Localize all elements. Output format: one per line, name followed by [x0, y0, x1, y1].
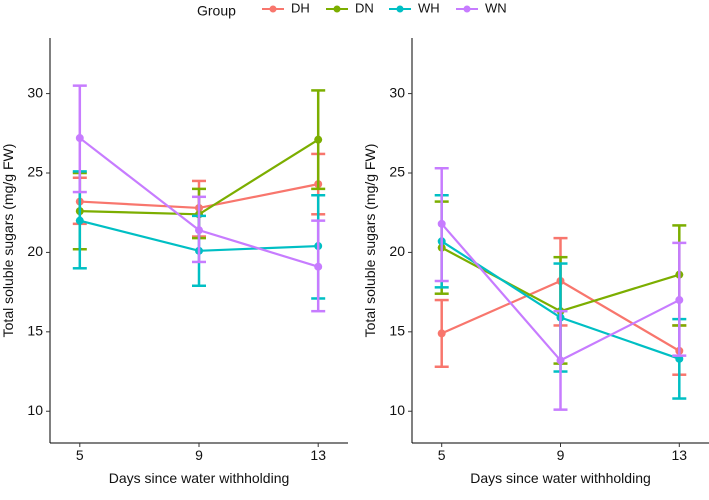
legend-label: DH	[291, 0, 310, 15]
chart-panels: 10 15 20 25 30 5 9 13 Days since water withholdi…	[0, 38, 709, 486]
x-tick-label: 13	[672, 447, 688, 463]
y-tick-label: 25	[389, 164, 405, 180]
y-tick-label: 15	[389, 323, 405, 339]
chart-panel-1: 10 15 20 25 30 5 9 13 Days since water withholdi…	[0, 38, 348, 486]
data-point-WH	[75, 216, 84, 225]
x-axis-label: Days since water withholding	[109, 470, 290, 486]
legend-label: DN	[355, 0, 374, 15]
legend-key-marker	[333, 5, 341, 13]
x-tick-label: 9	[557, 447, 565, 463]
y-tick-label: 15	[27, 323, 43, 339]
legend-key-marker	[269, 5, 277, 13]
legend: Group DH DN WH WN	[197, 0, 507, 18]
data-point-WN	[195, 226, 203, 235]
x-tick-label: 13	[310, 447, 326, 463]
data-point-WN	[314, 262, 323, 271]
y-tick-label: 10	[389, 402, 405, 418]
data-point-WN	[675, 296, 684, 305]
y-tick-label: 25	[27, 164, 43, 180]
chart-panel-2: 10 15 20 25 30 5 9 13 Days since water withholdi…	[362, 38, 709, 486]
x-axis-label: Days since water withholding	[470, 470, 651, 486]
legend-title: Group	[197, 3, 236, 19]
data-point-WN	[556, 356, 565, 365]
y-tick-label: 30	[389, 84, 405, 100]
y-tick-label: 10	[27, 402, 43, 418]
x-tick-label: 5	[438, 447, 446, 463]
x-tick-label: 5	[76, 447, 84, 463]
y-tick-label: 20	[389, 243, 405, 259]
legend-key-marker	[463, 5, 471, 13]
y-axis-label: Total soluble sugars (mg/g FW)	[0, 144, 16, 338]
legend-label: WN	[485, 0, 507, 15]
data-point-DH	[437, 329, 446, 338]
data-point-WN	[75, 134, 84, 143]
data-point-WN	[437, 219, 446, 228]
series-WN	[72, 84, 326, 313]
series-WN	[434, 166, 687, 411]
y-axis-label: Total soluble sugars (mg/g FW)	[362, 144, 378, 338]
legend-label: WH	[418, 0, 440, 15]
y-tick-label: 20	[27, 243, 43, 259]
data-point-DN	[314, 135, 323, 144]
legend-key-marker	[396, 5, 404, 13]
y-tick-label: 30	[27, 84, 43, 100]
x-tick-label: 9	[195, 447, 203, 463]
